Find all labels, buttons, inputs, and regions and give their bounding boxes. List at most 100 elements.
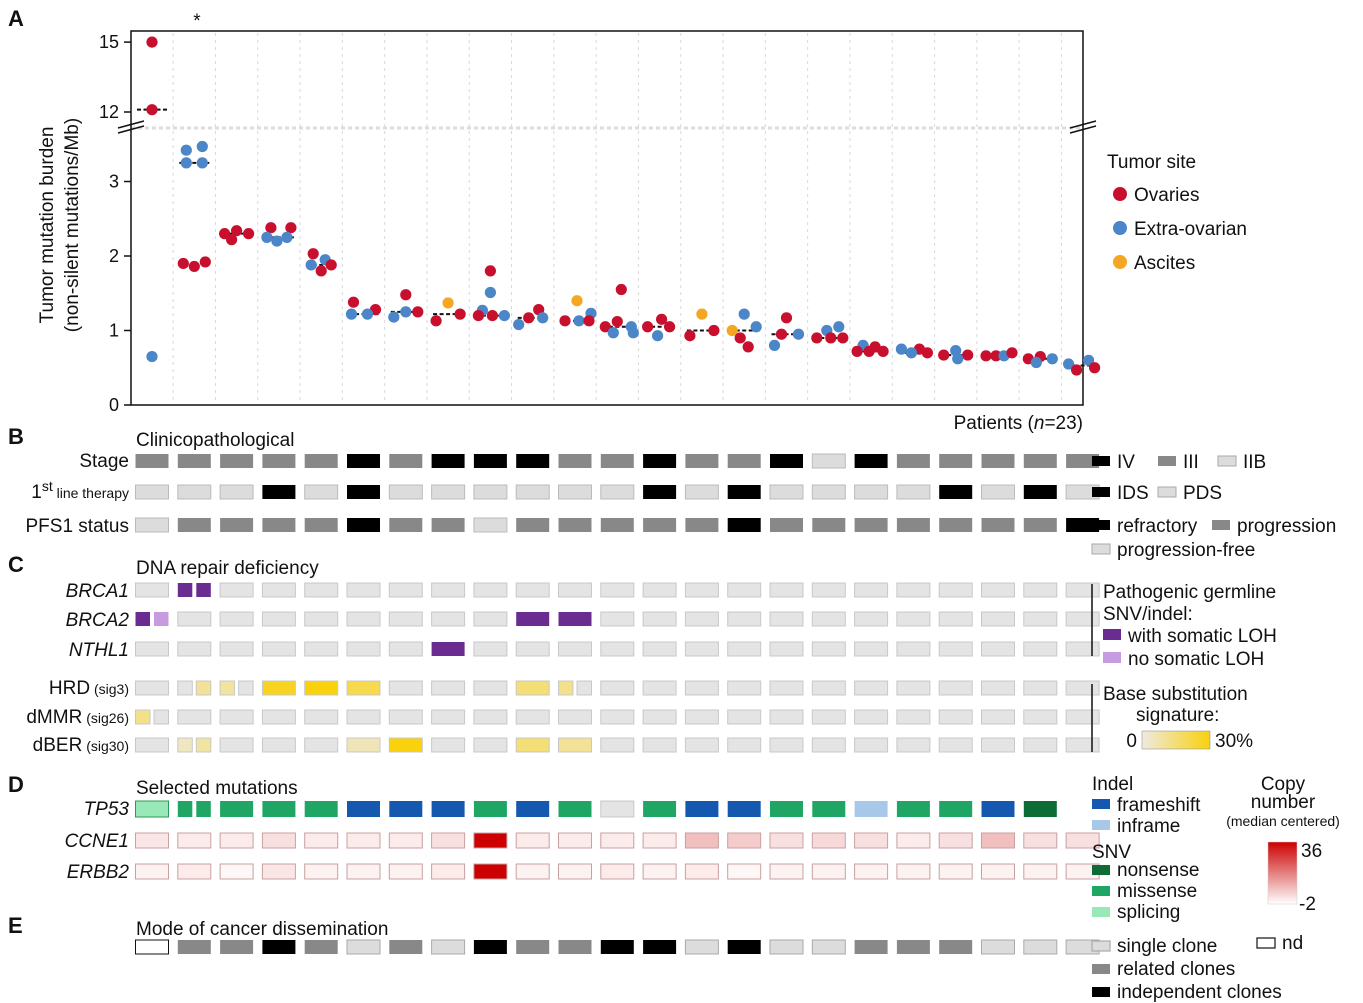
legend-ids: IDS — [1117, 483, 1149, 504]
swatch-frameshift — [1092, 799, 1110, 809]
clinico-cell — [136, 454, 169, 468]
signature-cell — [262, 681, 295, 695]
clinico-cell — [855, 454, 888, 468]
dissemination-cell — [812, 940, 845, 954]
clinico-cell — [728, 518, 761, 532]
copy-number-cell — [305, 833, 338, 848]
data-point — [197, 141, 208, 152]
tp53-cell — [1024, 801, 1057, 817]
clinico-cell — [305, 454, 338, 468]
data-point — [1089, 362, 1100, 373]
data-point — [837, 332, 848, 343]
data-point — [181, 145, 192, 156]
y-tick-label: 12 — [99, 102, 119, 122]
signature-legend-title-1: Base substitution — [1103, 684, 1248, 705]
signature-cell — [685, 710, 718, 724]
signature-cell — [643, 738, 676, 752]
dissemination-cell — [643, 940, 676, 954]
legend-single-clone: single clone — [1117, 936, 1217, 957]
data-point — [146, 104, 157, 115]
signature-legend-title-2: signature: — [1136, 705, 1219, 726]
row-label-therapy: 1st line therapy — [31, 478, 129, 503]
clinico-cell — [643, 454, 676, 468]
germline-cell — [178, 642, 211, 656]
signature-scale-max: 30% — [1215, 731, 1253, 752]
data-point — [400, 289, 411, 300]
dna-legend: Pathogenic germline SNV/indel: with soma… — [1092, 582, 1277, 752]
copy-number-cell — [220, 864, 253, 879]
data-point — [473, 310, 484, 321]
signature-cell — [982, 681, 1015, 695]
data-point — [178, 258, 189, 269]
copy-number-min: -2 — [1299, 894, 1316, 915]
germline-cell — [770, 642, 803, 656]
signature-cell — [474, 681, 507, 695]
germline-cell — [559, 642, 592, 656]
clinico-cell — [601, 518, 634, 532]
row-label-brca2: BRCA2 — [66, 610, 130, 631]
germline-cell — [855, 642, 888, 656]
germline-cell — [812, 612, 845, 626]
signature-cell — [262, 738, 295, 752]
signature-cell — [389, 681, 422, 695]
clinico-cell — [516, 454, 549, 468]
copy-number-cell — [262, 864, 295, 879]
germline-cell — [897, 583, 930, 597]
data-point — [708, 325, 719, 336]
dissemination-cell — [855, 940, 888, 954]
legend-frameshift: frameshift — [1117, 795, 1201, 816]
data-point — [793, 329, 804, 340]
clinico-cell — [516, 518, 549, 532]
clinico-cell — [685, 485, 718, 499]
data-point — [261, 232, 272, 243]
panel-label-b: B — [8, 424, 24, 449]
row-label-stage: Stage — [79, 451, 129, 472]
signature-cell — [432, 681, 465, 695]
copy-number-cell — [982, 864, 1015, 879]
clinico-cell — [685, 518, 718, 532]
copy-number-cell — [389, 864, 422, 879]
data-point — [146, 351, 157, 362]
dissemination-cell — [516, 940, 549, 954]
data-point — [980, 350, 991, 361]
signature-cell — [855, 710, 888, 724]
signature-cell — [136, 738, 169, 752]
clinico-cell — [939, 454, 972, 468]
data-point — [751, 321, 762, 332]
data-point — [652, 330, 663, 341]
swatch-iii — [1158, 456, 1176, 466]
dissemination-title: Mode of cancer dissemination — [136, 919, 388, 940]
germline-cell — [643, 612, 676, 626]
clinico-cell — [178, 454, 211, 468]
copy-number-cell — [812, 864, 845, 879]
tp53-cell — [559, 801, 592, 817]
data-point — [1047, 353, 1058, 364]
germline-cell — [897, 642, 930, 656]
clinico-cells — [136, 454, 1100, 532]
swatch-missense — [1092, 886, 1110, 896]
clinico-cell — [559, 518, 592, 532]
legend-inframe: inframe — [1117, 816, 1180, 837]
swatch-independent-clones — [1092, 987, 1110, 997]
copy-number-cell — [347, 864, 380, 879]
legend-with-loh: with somatic LOH — [1127, 626, 1277, 647]
clinico-cell — [136, 518, 169, 532]
dna-title: DNA repair deficiency — [136, 558, 319, 579]
signature-cell — [728, 710, 761, 724]
data-point — [938, 349, 949, 360]
copy-number-cell — [559, 833, 592, 848]
signature-cell — [601, 710, 634, 724]
clinico-cell — [178, 518, 211, 532]
dna-repair-panel: DNA repair deficiency BRCA1 BRCA2 NTHL1 … — [26, 558, 1277, 756]
panel-label-e: E — [8, 913, 23, 938]
germline-cell — [262, 612, 295, 626]
signature-cell — [559, 738, 592, 752]
signature-cell — [389, 738, 422, 752]
mutations-title: Selected mutations — [136, 778, 298, 799]
signature-cell — [897, 738, 930, 752]
copy-number-cell — [643, 864, 676, 879]
legend-iii: III — [1183, 452, 1199, 473]
tp53-cell — [136, 801, 169, 817]
copy-number-title-3: (median centered) — [1226, 813, 1340, 829]
